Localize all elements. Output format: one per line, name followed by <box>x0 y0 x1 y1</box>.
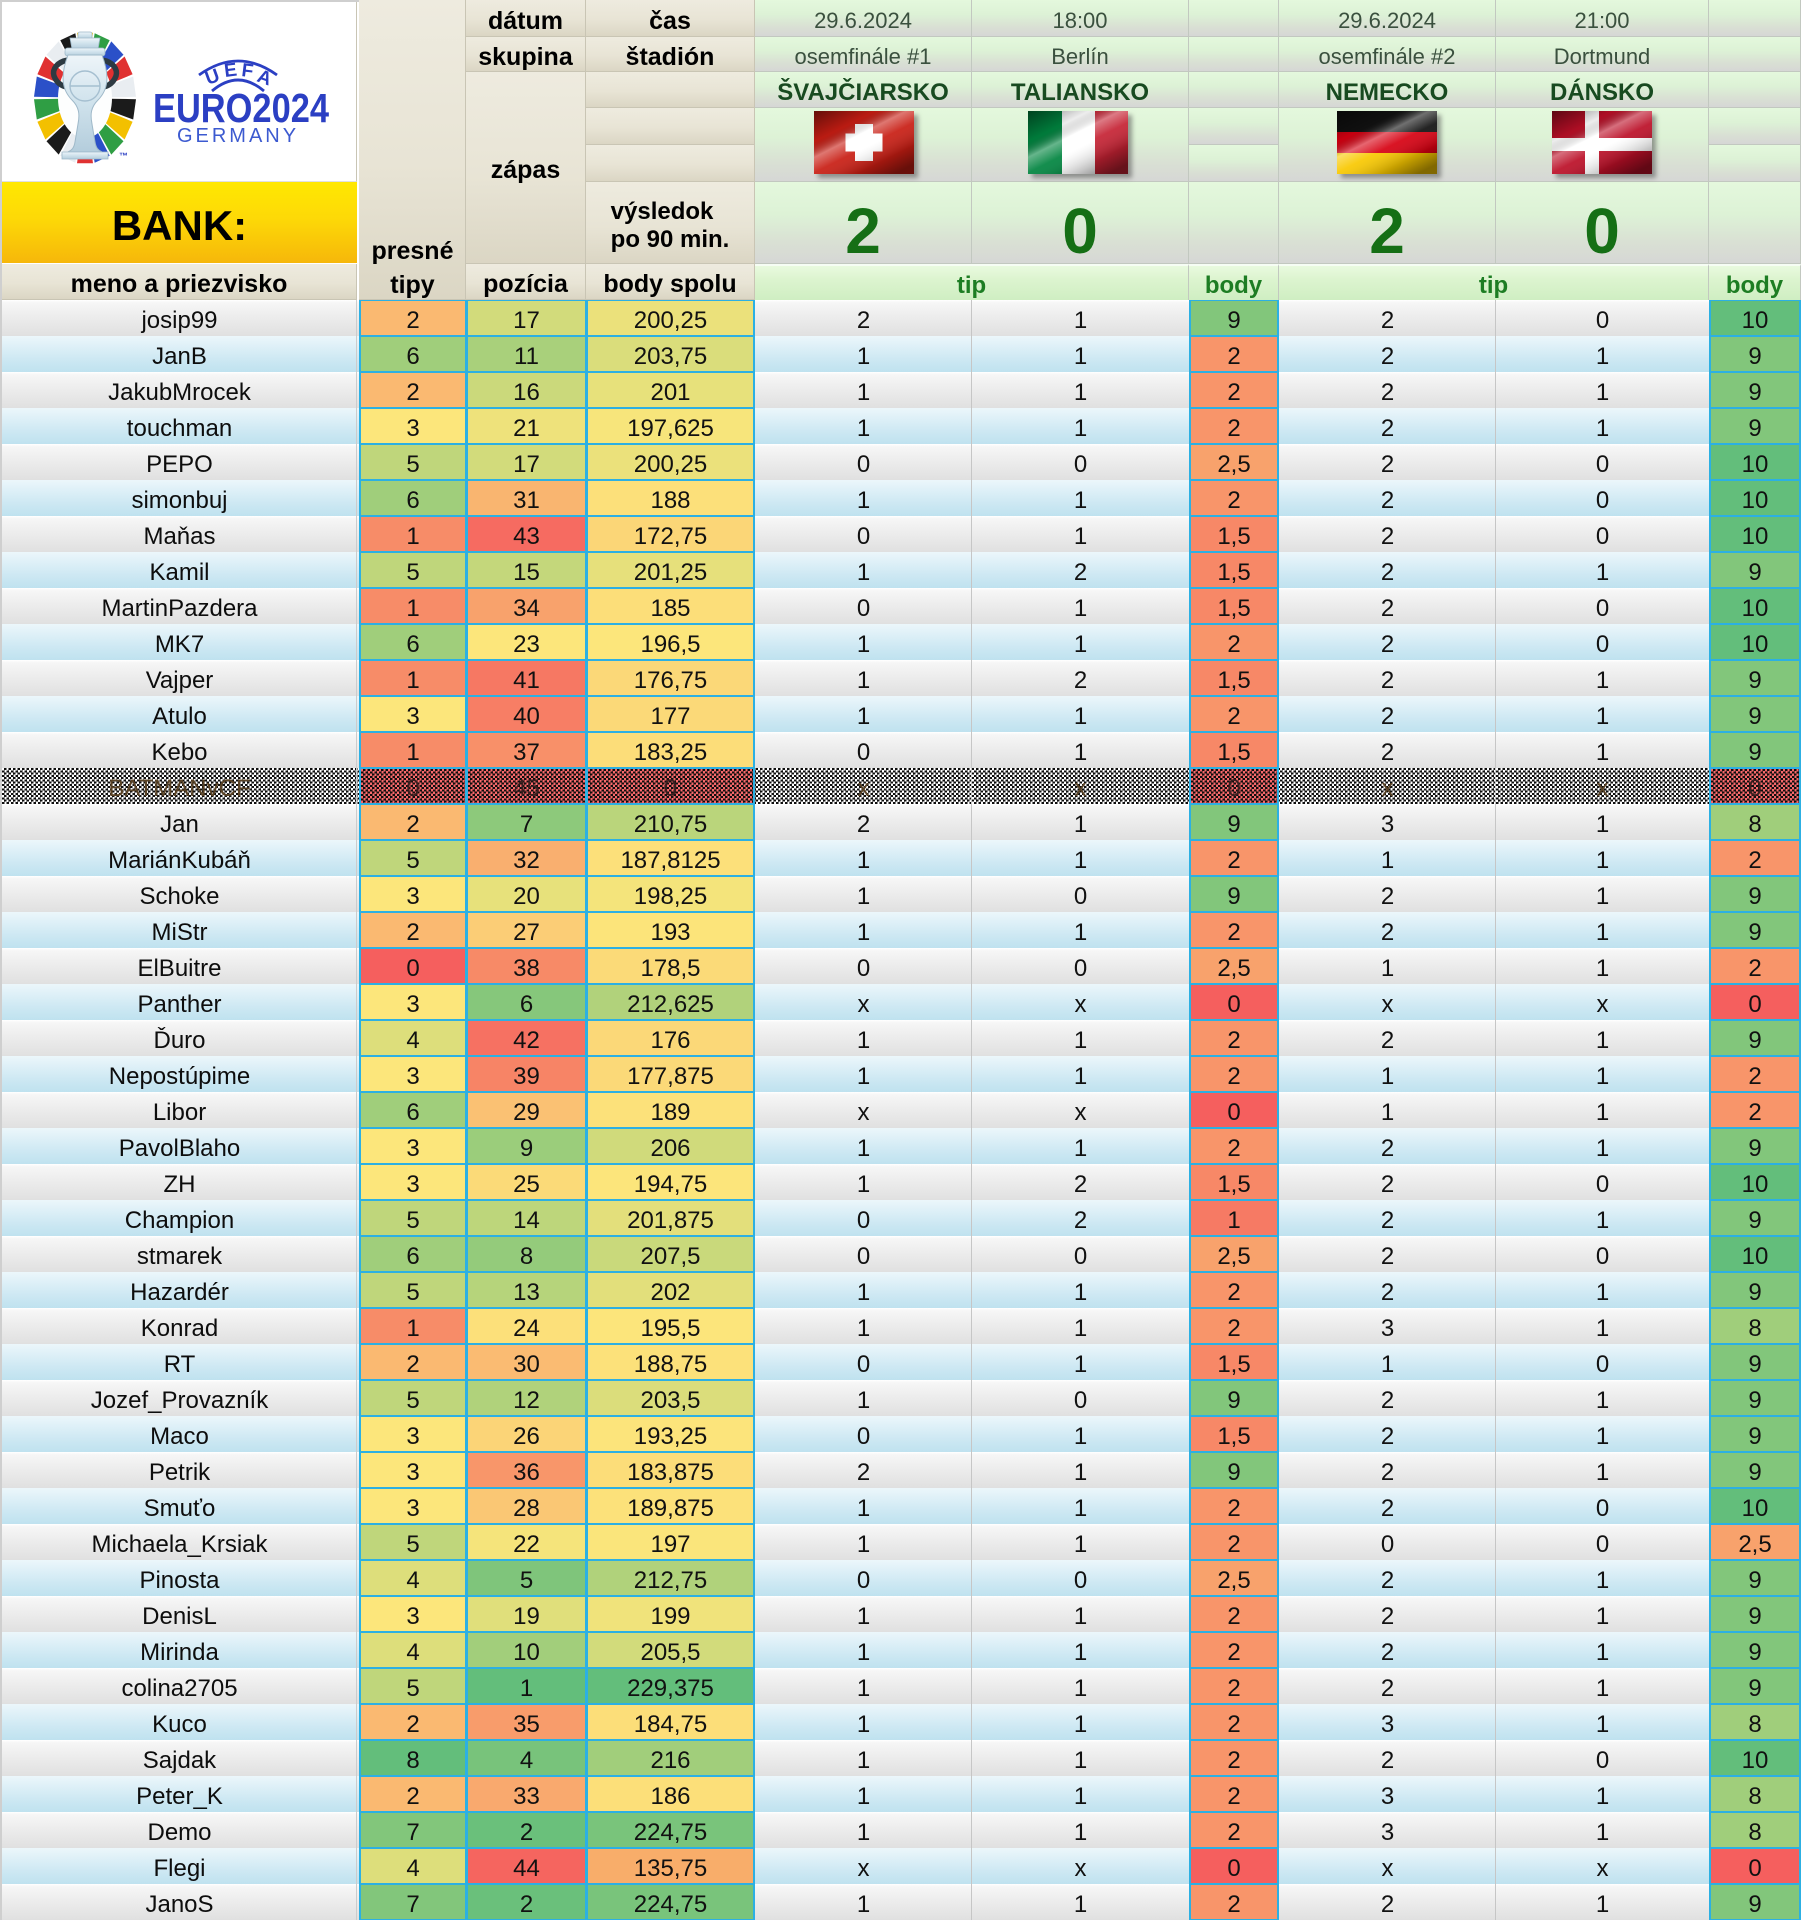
svg-text:F: F <box>240 60 254 82</box>
svg-text:GERMANY: GERMANY <box>177 125 299 147</box>
svg-text:E: E <box>223 60 238 82</box>
svg-text:™: ™ <box>119 151 128 161</box>
svg-text:EURO2024: EURO2024 <box>153 85 329 131</box>
svg-text:U: U <box>203 65 223 89</box>
